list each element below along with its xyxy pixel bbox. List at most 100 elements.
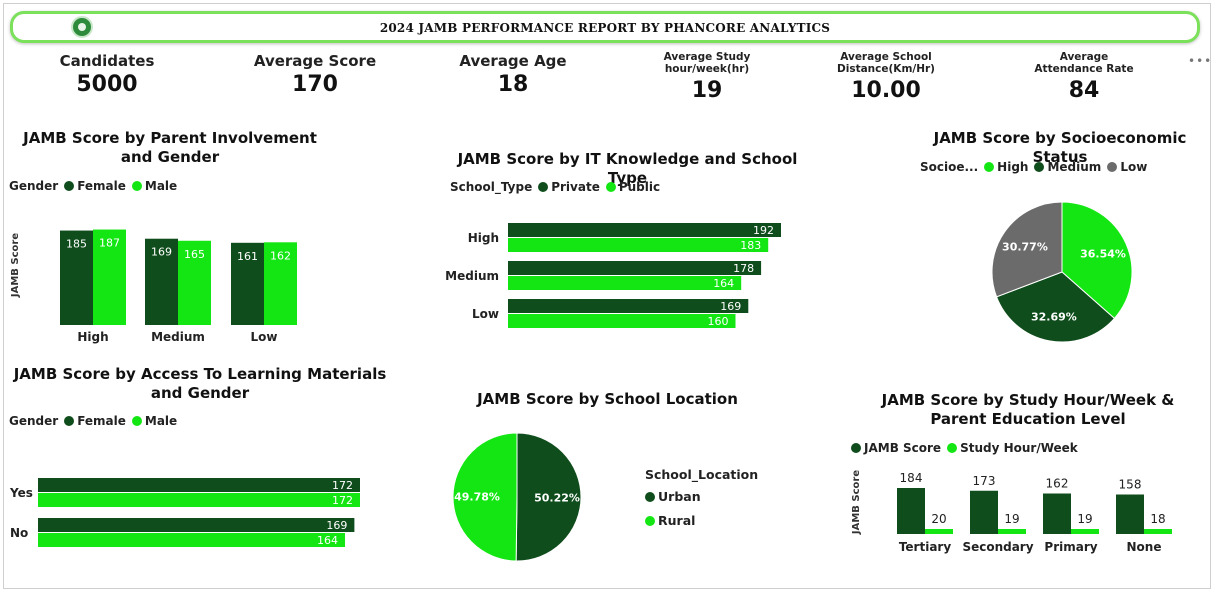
kpi-label: Average Attendance Rate xyxy=(1034,51,1134,75)
legend-urban-dot xyxy=(645,492,655,502)
kpi-attendance-rate: Average Attendance Rate 84 xyxy=(1026,51,1142,103)
chart-school-location-pie: 50.22% 49.78% xyxy=(452,432,582,562)
bar-female-medium[interactable] xyxy=(145,238,178,325)
legend-medium-label: Medium xyxy=(1047,160,1102,174)
bar-jamb-score-primary[interactable] xyxy=(1043,493,1071,535)
bar-study-hour-week-none[interactable] xyxy=(1144,529,1172,534)
chart-title-socioeconomic: JAMB Score by Socioeconomic Status xyxy=(933,129,1187,166)
bar-private-medium[interactable] xyxy=(508,261,762,275)
chart-title-it-knowledge: JAMB Score by IT Knowledge and School Ty… xyxy=(457,150,798,187)
bar-private-low[interactable] xyxy=(508,299,749,313)
data-label: 184 xyxy=(900,471,923,485)
kpi-label: Average Study hour/week(hr) xyxy=(663,51,751,75)
report-header: 2024 JAMB PERFORMANCE REPORT BY PHANCORE… xyxy=(10,11,1200,43)
chart-parent-education: JAMB Score 184 20 Tertiary 173 19 Secondary 162… xyxy=(851,470,1172,554)
legend-urban-label: Urban xyxy=(658,489,701,504)
legend-public-label: Public xyxy=(618,180,661,194)
bar-study-hour-week-primary[interactable] xyxy=(1071,529,1099,534)
kpi-label: Average Age xyxy=(459,52,567,70)
y-axis-label: JAMB Score xyxy=(851,470,862,535)
chart-socioeconomic-pie: 36.54% 32.69% 30.77% xyxy=(991,201,1133,343)
bar-jamb-score-none[interactable] xyxy=(1116,494,1144,535)
data-label: 162 xyxy=(1046,477,1069,491)
more-options-icon[interactable]: ••• xyxy=(1188,54,1213,68)
legend-jamb-score-label: JAMB Score xyxy=(864,441,942,455)
data-label: 160 xyxy=(708,315,729,328)
kpi-label: Average Score xyxy=(253,52,377,70)
bar-public-medium[interactable] xyxy=(508,276,742,290)
slice-label: 50.22% xyxy=(534,491,580,504)
legend-rural-label: Rural xyxy=(658,513,696,528)
bar-female-low[interactable] xyxy=(231,242,264,325)
legend-female-dot xyxy=(64,181,75,191)
bar-male-no[interactable] xyxy=(38,533,346,547)
kpi-value: 84 xyxy=(1068,78,1100,103)
legend-rural-dot xyxy=(645,516,655,526)
data-label: 19 xyxy=(1077,512,1092,526)
bar-jamb-score-secondary[interactable] xyxy=(970,490,998,534)
y-tick-label: High xyxy=(468,231,499,245)
legend-study-hour-dot xyxy=(947,443,958,453)
data-label: 165 xyxy=(184,248,205,261)
bar-jamb-score-tertiary[interactable] xyxy=(897,488,925,534)
y-tick-label: Low xyxy=(472,307,499,321)
legend-male-label: Male xyxy=(144,179,178,193)
bar-male-medium[interactable] xyxy=(178,240,211,325)
pie-slice-rural[interactable] xyxy=(452,432,518,562)
x-tick-label: Tertiary xyxy=(899,540,952,554)
bar-female-yes[interactable] xyxy=(38,478,360,492)
pie-slice-urban[interactable] xyxy=(515,432,582,562)
pie-slice-medium[interactable] xyxy=(995,271,1116,343)
slice-label: 36.54% xyxy=(1080,248,1126,261)
bar-male-low[interactable] xyxy=(264,242,297,325)
legend-item-rural: Rural xyxy=(645,513,758,528)
dashboard-frame xyxy=(3,3,1211,589)
bar-public-high[interactable] xyxy=(508,238,769,252)
data-label: 169 xyxy=(720,300,741,313)
data-label: 172 xyxy=(332,494,353,507)
pie-slice-high[interactable] xyxy=(1061,201,1133,320)
bar-study-hour-week-secondary[interactable] xyxy=(998,529,1026,534)
x-tick-label: Low xyxy=(251,330,278,344)
legend-medium-dot xyxy=(1034,162,1045,172)
data-label: 164 xyxy=(713,277,734,290)
data-label: 183 xyxy=(740,239,761,252)
data-label: 192 xyxy=(753,224,774,237)
legend-male-dot xyxy=(131,181,142,191)
data-label: 164 xyxy=(317,534,338,547)
kpi-label: Average School Distance(Km/Hr) xyxy=(837,51,935,75)
kpi-average-age: Average Age 18 xyxy=(448,52,578,97)
kpi-value: 19 xyxy=(691,78,723,103)
slice-label: 32.69% xyxy=(1031,310,1077,323)
legend-jamb-score-dot xyxy=(851,443,861,453)
pie-slice-low[interactable] xyxy=(991,201,1063,298)
x-tick-label: Primary xyxy=(1044,540,1097,554)
data-label: 19 xyxy=(1004,512,1019,526)
bar-female-high[interactable] xyxy=(60,230,93,325)
data-label: 178 xyxy=(733,262,754,275)
data-label: 185 xyxy=(66,238,87,251)
kpi-school-distance: Average School Distance(Km/Hr) 10.00 xyxy=(826,51,946,103)
bar-male-high[interactable] xyxy=(93,229,126,325)
kpi-study-hours: Average Study hour/week(hr) 19 xyxy=(652,51,762,103)
x-tick-label: None xyxy=(1127,540,1162,554)
legend-title: School_Type xyxy=(450,180,533,194)
bar-private-high[interactable] xyxy=(508,223,781,237)
kpi-value: 18 xyxy=(497,72,529,97)
legend-title: School_Location xyxy=(645,467,759,482)
bar-public-low[interactable] xyxy=(508,314,736,328)
x-tick-label: Medium xyxy=(151,330,205,344)
chart-title-parent-involvement: JAMB Score by Parent Involvement and Gen… xyxy=(23,129,317,166)
bar-study-hour-week-tertiary[interactable] xyxy=(925,529,953,534)
chart-title-parent-education: JAMB Score by Study Hour/Week & Parent E… xyxy=(881,391,1175,428)
kpi-label: Candidates xyxy=(59,52,155,70)
legend-title: Gender xyxy=(9,414,59,428)
chart-title-school-location: JAMB Score by School Location xyxy=(477,390,738,408)
bar-female-no[interactable] xyxy=(38,518,355,532)
legend-female-label: Female xyxy=(77,414,126,428)
kpi-value: 170 xyxy=(292,72,338,97)
bar-male-yes[interactable] xyxy=(38,493,360,507)
legend-parent-involvement: Gender Female Male xyxy=(9,179,177,193)
legend-title: Gender xyxy=(9,179,59,193)
data-label: 161 xyxy=(237,250,258,263)
